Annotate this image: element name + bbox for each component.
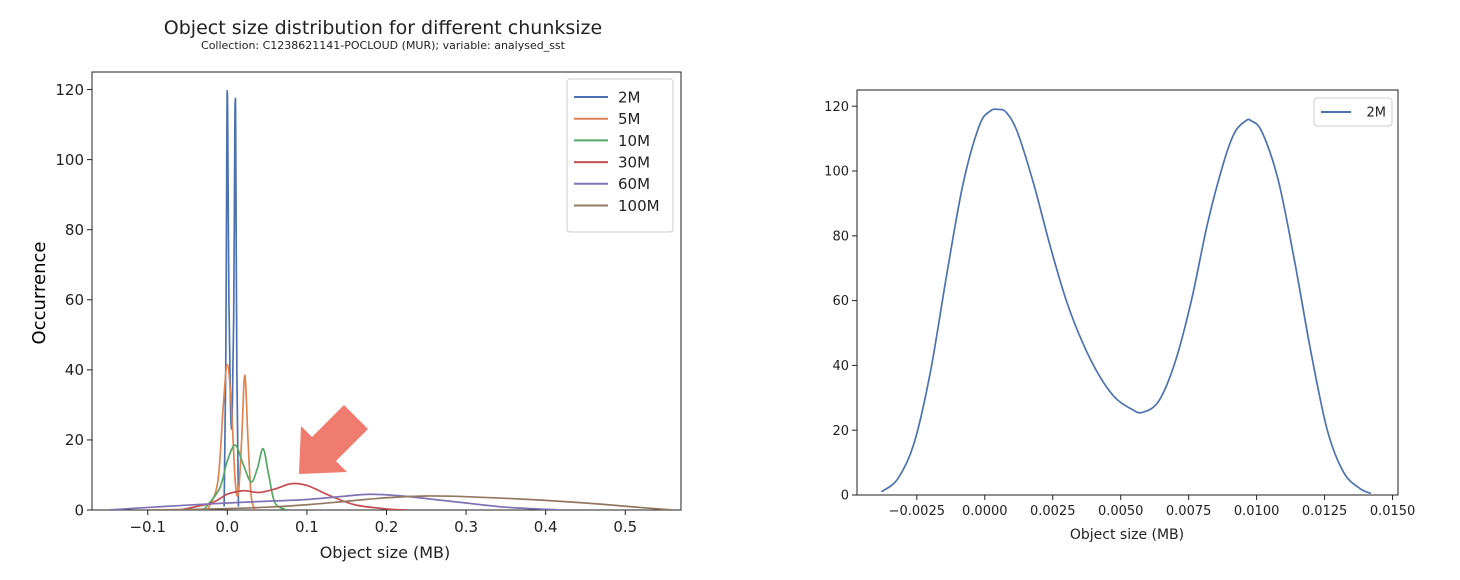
left-chart-title: Object size distribution for different c…	[164, 17, 602, 39]
y-tick-label: 40	[65, 361, 84, 379]
x-tick-label: 0.2	[375, 518, 399, 536]
series-line-5M	[206, 363, 256, 510]
right-chart: −0.0025 0.0000 0.0025 0.0050 0.0075 0.0100 0.0…	[824, 89, 1416, 543]
right-series-lines	[880, 108, 1372, 495]
series-line-10M	[202, 444, 288, 510]
x-tick-label: 0.0100	[1234, 504, 1280, 519]
y-tick-label: 40	[832, 359, 849, 374]
x-tick-label: 0.0025	[1030, 504, 1076, 519]
y-tick-label: 120	[824, 100, 849, 115]
left-series-lines	[107, 89, 674, 510]
legend-label-10M: 10M	[618, 132, 650, 150]
y-tick-label: 0	[841, 489, 849, 504]
x-tick-label: 0.0150	[1370, 504, 1416, 519]
legend-label-2M: 2M	[618, 88, 641, 106]
red-arrow	[299, 405, 368, 474]
left-x-axis-label: Object size (MB)	[320, 543, 451, 562]
x-tick-label: 0.0125	[1302, 504, 1348, 519]
y-tick-label: 0	[74, 501, 84, 519]
x-tick-label: 0.0000	[962, 504, 1008, 519]
x-tick-label: 0.3	[454, 518, 478, 536]
left-chart-subtitle: Collection: C1238621141-POCLOUD (MUR); v…	[201, 39, 566, 52]
right-x-ticks: −0.0025 0.0000 0.0025 0.0050 0.0075 0.0100 0.0…	[889, 495, 1416, 519]
legend-label-100M: 100M	[618, 197, 660, 215]
y-tick-label: 20	[832, 424, 849, 439]
legend-label-5M: 5M	[618, 110, 641, 128]
y-tick-label: 80	[832, 229, 849, 244]
series-line-30M	[179, 482, 407, 510]
x-tick-label: 0.0050	[1098, 504, 1144, 519]
x-tick-label: −0.0025	[889, 504, 945, 519]
x-tick-label: −0.1	[129, 518, 165, 536]
y-tick-label: 120	[55, 81, 84, 99]
right-legend-box	[1313, 97, 1393, 127]
series-line-60M	[107, 493, 562, 510]
left-chart: Object size distribution for different c…	[29, 17, 682, 562]
y-tick-label: 100	[55, 151, 84, 169]
y-tick-label: 80	[65, 221, 84, 239]
y-tick-label: 60	[832, 294, 849, 309]
left-x-ticks: −0.1 0.0 0.1 0.2 0.3 0.4 0.5	[129, 510, 637, 536]
y-tick-label: 60	[65, 291, 84, 309]
series-line-2M	[223, 89, 240, 507]
x-tick-label: 0.0	[215, 518, 239, 536]
right-y-ticks: 0 20 40 60 80 100 120	[824, 100, 857, 504]
legend-label-30M: 30M	[618, 154, 650, 172]
left-legend: 2M 5M 10M 30M 60M 100M	[566, 78, 674, 233]
left-y-axis-label: Occurrence	[29, 242, 50, 345]
x-tick-label: 0.1	[295, 518, 319, 536]
legend-label-60M: 60M	[618, 175, 650, 193]
series-line-100M	[147, 495, 674, 510]
left-y-ticks: 0 20 40 60 80 100 120	[55, 81, 92, 519]
right-plot-frame	[856, 89, 1399, 496]
x-tick-label: 0.4	[534, 518, 558, 536]
x-tick-label: 0.5	[613, 518, 637, 536]
x-tick-label: 0.0075	[1166, 504, 1212, 519]
legend-label-2M: 2M	[1367, 106, 1387, 121]
right-x-axis-label: Object size (MB)	[1070, 527, 1184, 543]
left-legend-box	[566, 78, 674, 233]
y-tick-label: 100	[824, 165, 849, 180]
right-legend: 2M	[1313, 97, 1393, 127]
series-line-2M	[880, 108, 1372, 495]
y-tick-label: 20	[65, 431, 84, 449]
